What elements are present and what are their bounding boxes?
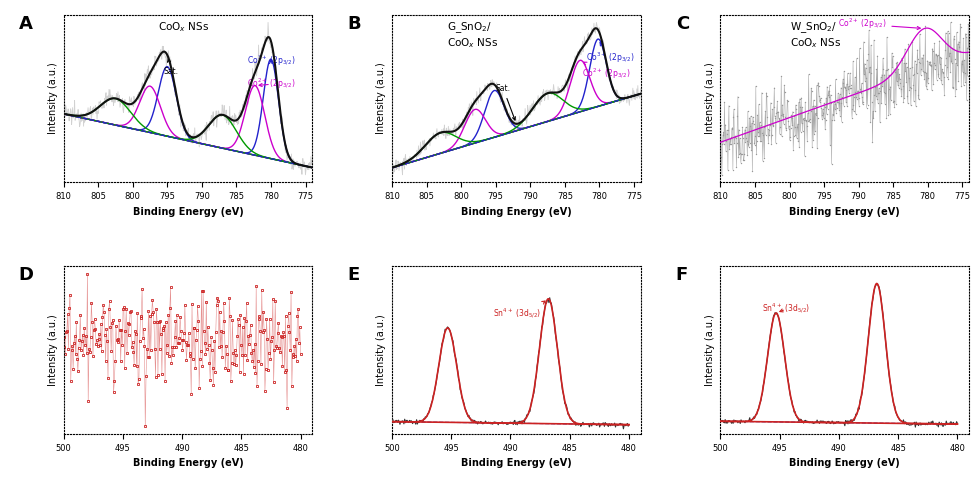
Text: Co$^{2+}$ (2p$_{3/2}$): Co$^{2+}$ (2p$_{3/2}$) — [246, 77, 295, 91]
Y-axis label: Intensity (a.u.): Intensity (a.u.) — [48, 314, 58, 386]
Text: G_SnO$_2$/
CoO$_x$ NSs: G_SnO$_2$/ CoO$_x$ NSs — [446, 20, 498, 50]
Text: F: F — [675, 266, 688, 284]
Text: E: E — [347, 266, 359, 284]
Text: A: A — [19, 15, 32, 33]
Text: B: B — [347, 15, 361, 33]
Y-axis label: Intensity (a.u.): Intensity (a.u.) — [704, 63, 714, 135]
X-axis label: Binding Energy (eV): Binding Energy (eV) — [132, 207, 244, 217]
Text: Co$^{3+}$ (2p$_{3/2}$): Co$^{3+}$ (2p$_{3/2}$) — [246, 54, 295, 68]
Text: C: C — [675, 15, 689, 33]
Text: W_SnO$_2$/
CoO$_x$ NSs: W_SnO$_2$/ CoO$_x$ NSs — [789, 20, 840, 50]
Text: Co$^{2+}$ (2p$_{3/2}$): Co$^{2+}$ (2p$_{3/2}$) — [837, 17, 919, 31]
Text: Sn$^{4+}$ (3d$_{5/2}$): Sn$^{4+}$ (3d$_{5/2}$) — [761, 302, 809, 317]
Text: Co$^{2+}$ (2p$_{3/2}$): Co$^{2+}$ (2p$_{3/2}$) — [582, 62, 630, 81]
Text: D: D — [19, 266, 34, 284]
Y-axis label: Intensity (a.u.): Intensity (a.u.) — [377, 314, 386, 386]
Text: Sat.: Sat. — [495, 84, 514, 120]
X-axis label: Binding Energy (eV): Binding Energy (eV) — [132, 458, 244, 468]
Y-axis label: Intensity (a.u.): Intensity (a.u.) — [48, 63, 58, 135]
Text: Sn$^{4+}$ (3d$_{5/2}$): Sn$^{4+}$ (3d$_{5/2}$) — [492, 301, 545, 320]
X-axis label: Binding Energy (eV): Binding Energy (eV) — [788, 458, 900, 468]
X-axis label: Binding Energy (eV): Binding Energy (eV) — [461, 207, 571, 217]
X-axis label: Binding Energy (eV): Binding Energy (eV) — [461, 458, 571, 468]
Text: Sat.: Sat. — [163, 59, 179, 76]
Text: Co$^{3+}$ (2p$_{3/2}$): Co$^{3+}$ (2p$_{3/2}$) — [585, 42, 634, 65]
Y-axis label: Intensity (a.u.): Intensity (a.u.) — [377, 63, 386, 135]
X-axis label: Binding Energy (eV): Binding Energy (eV) — [788, 207, 900, 217]
Text: CoO$_x$ NSs: CoO$_x$ NSs — [158, 20, 209, 34]
Y-axis label: Intensity (a.u.): Intensity (a.u.) — [704, 314, 714, 386]
